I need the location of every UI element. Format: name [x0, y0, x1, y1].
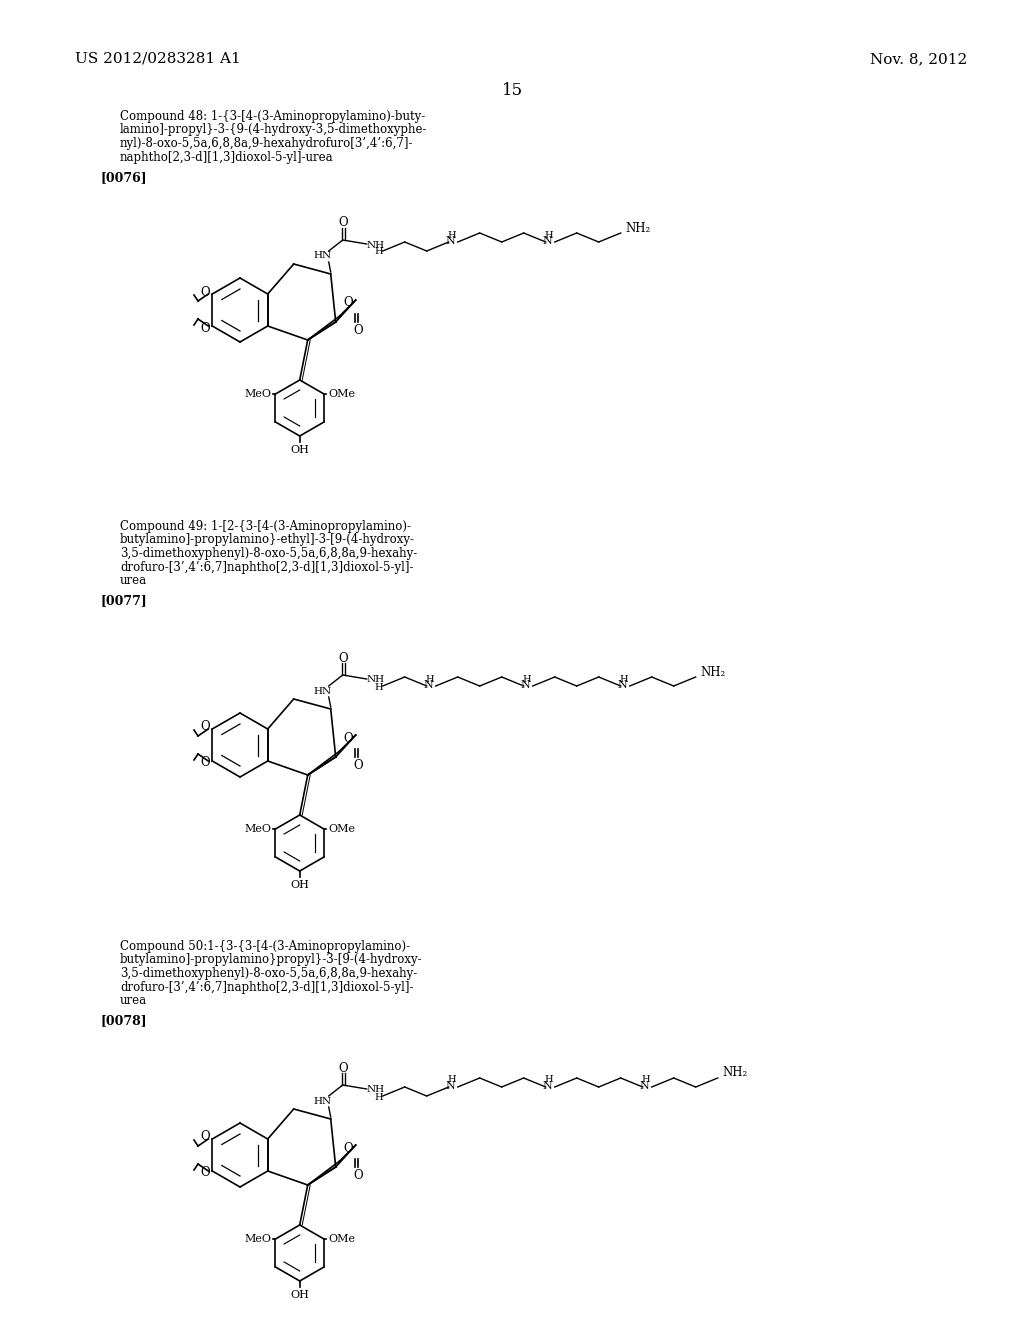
Text: OH: OH [290, 880, 309, 890]
Text: H: H [545, 231, 553, 239]
Text: O: O [201, 1167, 210, 1180]
Text: lamino]-propyl}-3-{9-(4-hydroxy-3,5-dimethoxyphe-: lamino]-propyl}-3-{9-(4-hydroxy-3,5-dime… [120, 124, 427, 136]
Text: nyl)-8-oxo-5,5a,6,8,8a,9-hexahydrofuro[3’,4’:6,7]-: nyl)-8-oxo-5,5a,6,8,8a,9-hexahydrofuro[3… [120, 137, 414, 150]
Text: OMe: OMe [328, 1234, 355, 1243]
Text: NH: NH [367, 1085, 385, 1094]
Text: NH₂: NH₂ [723, 1067, 748, 1080]
Text: OH: OH [290, 445, 309, 455]
Text: NH: NH [367, 676, 385, 685]
Text: OH: OH [290, 1290, 309, 1300]
Text: H: H [522, 675, 531, 684]
Text: butylamino]-propylamino}-ethyl]-3-[9-(4-hydroxy-: butylamino]-propylamino}-ethyl]-3-[9-(4-… [120, 533, 415, 546]
Text: N: N [640, 1081, 649, 1092]
Text: N: N [543, 1081, 553, 1092]
Text: N: N [445, 236, 456, 246]
Text: MeO: MeO [245, 389, 271, 399]
Text: US 2012/0283281 A1: US 2012/0283281 A1 [75, 51, 241, 66]
Text: HN: HN [313, 252, 332, 260]
Text: Compound 49: 1-[2-{3-[4-(3-Aminopropylamino)-: Compound 49: 1-[2-{3-[4-(3-Aminopropylam… [120, 520, 411, 533]
Text: urea: urea [120, 574, 147, 587]
Text: MeO: MeO [245, 1234, 271, 1243]
Text: HN: HN [313, 1097, 332, 1106]
Text: O: O [353, 759, 362, 772]
Text: O: O [201, 721, 210, 734]
Text: N: N [445, 1081, 456, 1092]
Text: NH: NH [367, 240, 385, 249]
Text: N: N [424, 680, 433, 690]
Text: 3,5-dimethoxyphenyl)-8-oxo-5,5a,6,8,8a,9-hexahy-: 3,5-dimethoxyphenyl)-8-oxo-5,5a,6,8,8a,9… [120, 968, 417, 979]
Text: H: H [447, 231, 456, 239]
Text: 15: 15 [502, 82, 522, 99]
Text: drofuro-[3’,4’:6,7]naphtho[2,3-d][1,3]dioxol-5-yl]-: drofuro-[3’,4’:6,7]naphtho[2,3-d][1,3]di… [120, 981, 414, 994]
Text: Compound 50:1-{3-{3-[4-(3-Aminopropylamino)-: Compound 50:1-{3-{3-[4-(3-Aminopropylami… [120, 940, 411, 953]
Text: O: O [338, 652, 348, 664]
Text: Compound 48: 1-{3-[4-(3-Aminopropylamino)-buty-: Compound 48: 1-{3-[4-(3-Aminopropylamino… [120, 110, 425, 123]
Text: O: O [343, 1142, 352, 1155]
Text: O: O [201, 1130, 210, 1143]
Text: Nov. 8, 2012: Nov. 8, 2012 [870, 51, 968, 66]
Text: HN: HN [313, 686, 332, 696]
Text: butylamino]-propylamino}propyl}-3-[9-(4-hydroxy-: butylamino]-propylamino}propyl}-3-[9-(4-… [120, 953, 423, 966]
Text: O: O [343, 297, 352, 309]
Text: urea: urea [120, 994, 147, 1007]
Text: H: H [375, 1093, 383, 1101]
Text: naphtho[2,3-d][1,3]dioxol-5-yl]-urea: naphtho[2,3-d][1,3]dioxol-5-yl]-urea [120, 150, 334, 164]
Text: NH₂: NH₂ [626, 222, 651, 235]
Text: O: O [201, 756, 210, 770]
Text: O: O [338, 216, 348, 230]
Text: [0077]: [0077] [100, 594, 146, 607]
Text: OMe: OMe [328, 824, 355, 834]
Text: MeO: MeO [245, 824, 271, 834]
Text: N: N [543, 236, 553, 246]
Text: O: O [201, 285, 210, 298]
Text: [0076]: [0076] [100, 172, 146, 183]
Text: O: O [343, 731, 352, 744]
Text: 3,5-dimethoxyphenyl)-8-oxo-5,5a,6,8,8a,9-hexahy-: 3,5-dimethoxyphenyl)-8-oxo-5,5a,6,8,8a,9… [120, 546, 417, 560]
Text: N: N [617, 680, 628, 690]
Text: H: H [447, 1076, 456, 1085]
Text: [0078]: [0078] [100, 1015, 146, 1027]
Text: O: O [353, 1170, 362, 1181]
Text: O: O [338, 1061, 348, 1074]
Text: H: H [620, 675, 628, 684]
Text: H: H [641, 1076, 650, 1085]
Text: N: N [521, 680, 530, 690]
Text: H: H [425, 675, 434, 684]
Text: OMe: OMe [328, 389, 355, 399]
Text: NH₂: NH₂ [700, 665, 726, 678]
Text: H: H [375, 682, 383, 692]
Text: O: O [201, 322, 210, 334]
Text: O: O [353, 323, 362, 337]
Text: H: H [375, 248, 383, 256]
Text: H: H [545, 1076, 553, 1085]
Text: drofuro-[3’,4’:6,7]naphtho[2,3-d][1,3]dioxol-5-yl]-: drofuro-[3’,4’:6,7]naphtho[2,3-d][1,3]di… [120, 561, 414, 573]
